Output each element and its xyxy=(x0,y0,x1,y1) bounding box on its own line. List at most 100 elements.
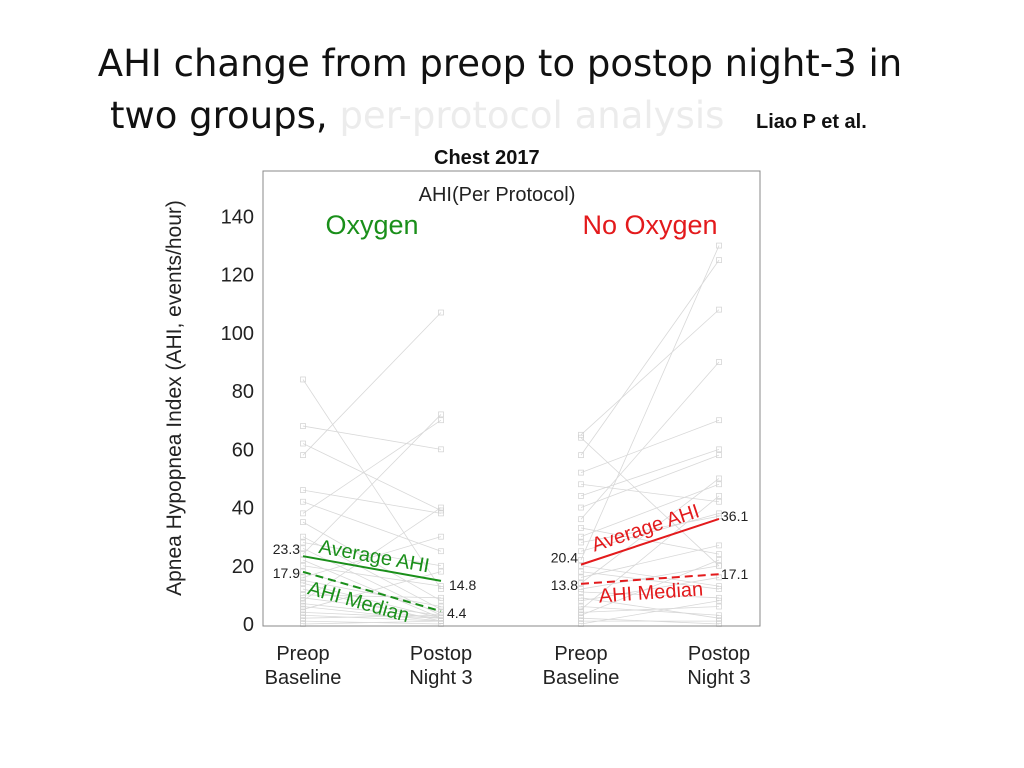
patient-marker xyxy=(578,539,584,546)
patient-marker xyxy=(578,594,584,601)
patient-marker xyxy=(300,606,306,613)
patient-marker xyxy=(578,525,584,531)
patient-line xyxy=(580,600,720,625)
patient-line xyxy=(302,611,442,619)
average-line xyxy=(302,555,442,582)
patient-line xyxy=(580,606,720,613)
patient-marker xyxy=(716,510,722,517)
patient-marker xyxy=(578,612,584,619)
patient-marker xyxy=(578,548,584,555)
patient-marker xyxy=(438,446,444,453)
patient-marker xyxy=(716,615,722,622)
patient-marker xyxy=(300,574,306,581)
patient-marker xyxy=(716,612,722,619)
patient-line xyxy=(302,594,442,599)
patient-line xyxy=(302,597,442,616)
patient-line xyxy=(302,414,442,555)
patient-line xyxy=(580,571,720,590)
patient-marker xyxy=(438,510,444,517)
patient-marker xyxy=(438,594,444,601)
patient-line xyxy=(580,545,720,578)
patient-marker xyxy=(716,359,722,365)
y-tick-label: 80 xyxy=(232,381,254,403)
patient-marker xyxy=(438,603,444,610)
patient-line xyxy=(580,483,720,503)
citation-author: Liao P et al. xyxy=(756,111,867,133)
patient-lines xyxy=(300,242,722,627)
patient-marker xyxy=(578,516,584,523)
patient-marker xyxy=(438,612,444,619)
patient-marker xyxy=(578,562,584,569)
patient-line xyxy=(302,565,442,587)
patient-line xyxy=(302,521,442,602)
patient-line xyxy=(580,454,720,508)
patient-marker xyxy=(438,615,444,622)
patient-line xyxy=(580,515,720,543)
patient-marker xyxy=(300,600,306,607)
slide-title-line2: two groups, per-protocol analysis xyxy=(110,94,724,137)
patient-marker xyxy=(300,533,306,540)
patient-marker xyxy=(578,431,584,438)
patient-marker xyxy=(578,618,584,624)
patient-line xyxy=(580,483,720,538)
patient-marker xyxy=(716,446,722,453)
patient-marker xyxy=(716,557,722,563)
patient-marker xyxy=(300,376,306,383)
patient-marker xyxy=(438,586,444,592)
avg-postop-value: 14.8 xyxy=(449,577,476,593)
y-tick-label: 60 xyxy=(232,439,254,461)
patient-marker xyxy=(300,539,306,546)
patient-marker xyxy=(716,306,722,313)
patient-marker xyxy=(438,548,444,555)
patient-line xyxy=(302,579,442,607)
chart-title: AHI(Per Protocol) xyxy=(419,184,576,206)
patient-marker xyxy=(300,562,306,569)
slide-title-line1: AHI change from preop to postop night-3 … xyxy=(97,42,903,85)
patient-line xyxy=(580,591,720,599)
patient-line xyxy=(302,614,442,622)
group-name: Oxygen xyxy=(325,210,418,240)
patient-line xyxy=(302,507,442,602)
patient-marker xyxy=(716,475,722,482)
patient-marker xyxy=(438,533,444,540)
patient-marker xyxy=(578,434,584,441)
patient-marker xyxy=(716,551,722,557)
patient-marker xyxy=(300,615,306,622)
patient-marker xyxy=(716,574,722,581)
patient-marker xyxy=(300,498,306,505)
patient-marker xyxy=(716,452,722,459)
patient-marker xyxy=(716,542,722,549)
patient-marker xyxy=(300,609,306,616)
patient-line xyxy=(580,245,720,561)
patient-line xyxy=(302,425,442,450)
patient-line xyxy=(580,606,720,616)
patient-marker xyxy=(716,481,722,488)
patient-marker xyxy=(578,597,584,604)
patient-line xyxy=(302,312,442,456)
patient-line xyxy=(580,559,720,616)
patient-marker xyxy=(300,592,306,598)
patient-line xyxy=(302,501,442,552)
y-tick-label: 120 xyxy=(221,265,254,287)
patient-line xyxy=(302,620,442,625)
patient-marker xyxy=(716,498,722,505)
patient-marker xyxy=(438,583,444,590)
median-postop-value: 4.4 xyxy=(447,605,467,621)
patient-marker xyxy=(578,469,584,476)
patient-line xyxy=(580,309,720,436)
x-tick-label-line1: Postop xyxy=(688,643,750,665)
patient-line xyxy=(580,361,720,520)
avg-preop-value: 23.3 xyxy=(273,541,300,557)
patient-line xyxy=(302,536,442,578)
y-tick-label: 100 xyxy=(221,323,254,345)
average-ahi-label: Average AHI xyxy=(317,536,431,577)
patient-marker xyxy=(300,519,306,525)
x-tick-label-line2: Baseline xyxy=(543,667,620,689)
patient-marker xyxy=(300,510,306,517)
patient-marker xyxy=(300,423,306,429)
y-tick-labels: 0 20 40 60 80 100 120 140 xyxy=(221,206,254,636)
patient-marker xyxy=(716,597,722,604)
patient-line xyxy=(302,419,442,514)
patient-marker xyxy=(300,597,306,604)
